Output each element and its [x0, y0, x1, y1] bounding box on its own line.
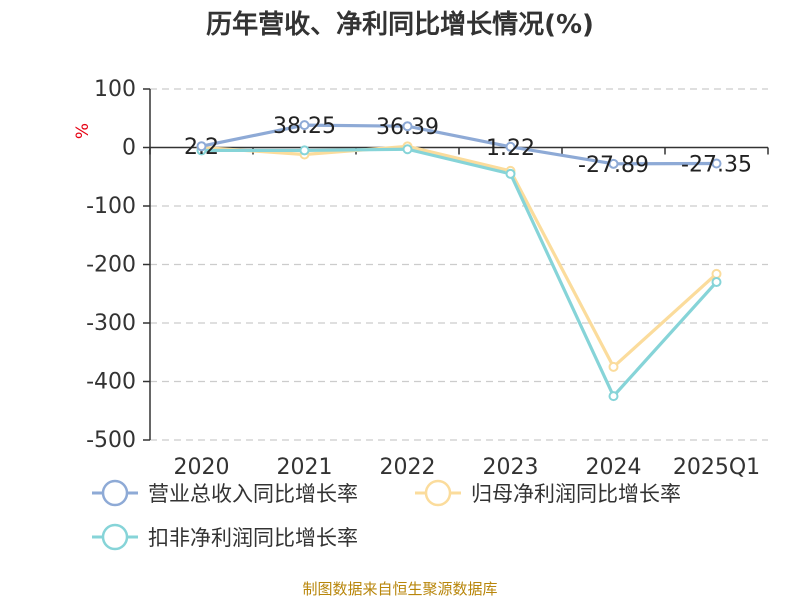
- series-point: [505, 141, 516, 152]
- legend-label: 归母净利润同比增长率: [471, 482, 681, 506]
- legend-marker: [101, 523, 129, 551]
- grid-lines: [150, 88, 768, 441]
- y-tick-label: -500: [86, 428, 136, 453]
- series-point: [608, 361, 619, 372]
- legend-label: 营业总收入同比增长率: [148, 482, 358, 506]
- series-line: [201, 123, 717, 166]
- x-tick-label: 2022: [380, 455, 436, 480]
- legend-marker: [101, 479, 129, 507]
- series-line: [201, 147, 718, 398]
- x-tick-label: 2021: [277, 455, 333, 480]
- x-tick-label: 2025Q1: [673, 455, 760, 480]
- data-labels: 2.2 38.25 36.39 1.22 -27.89 -27.35: [184, 114, 752, 178]
- legend-marker: [424, 479, 452, 507]
- series-point: [299, 120, 310, 131]
- data-label: 1.22: [486, 136, 535, 161]
- data-label: 2.2: [184, 135, 219, 160]
- series-point: [711, 277, 722, 288]
- y-tick-label: 0: [122, 136, 136, 161]
- y-tick-label: -100: [86, 194, 136, 219]
- series-point: [196, 141, 207, 152]
- y-tick-label: -400: [86, 370, 136, 395]
- data-label: 38.25: [273, 114, 336, 139]
- y-axis-label: %: [73, 123, 93, 139]
- y-tick-label: -200: [86, 253, 136, 278]
- data-label: 36.39: [376, 115, 439, 140]
- series-point: [505, 168, 516, 179]
- series-point: [711, 268, 722, 279]
- x-tick-label: 2023: [483, 455, 539, 480]
- source-note: 制图数据来自恒生聚源数据库: [302, 580, 497, 598]
- series-point: [711, 158, 722, 169]
- y-tick-labels: 100 0 -100 -200 -300 -400 -500: [86, 77, 136, 453]
- series-point: [402, 144, 413, 155]
- y-tick-label: -300: [86, 311, 136, 336]
- x-tick-label: 2024: [586, 455, 642, 480]
- series-point: [608, 391, 619, 402]
- series-points: [196, 120, 722, 402]
- legend-label: 扣非净利润同比增长率: [148, 526, 358, 550]
- series-point: [299, 145, 310, 156]
- series-line: [201, 144, 718, 369]
- data-label: -27.35: [681, 152, 752, 177]
- y-tick-label: 100: [94, 77, 136, 102]
- x-tick-label: 2020: [174, 455, 230, 480]
- series-lines: [201, 123, 718, 398]
- data-label: -27.89: [578, 153, 649, 178]
- series-point: [402, 121, 413, 132]
- x-tick-labels: 2020 2021 2022 2023 2024 2025Q1: [174, 455, 761, 480]
- chart-title: 历年营收、净利同比增长情况(%): [206, 9, 594, 40]
- series-point: [608, 158, 619, 169]
